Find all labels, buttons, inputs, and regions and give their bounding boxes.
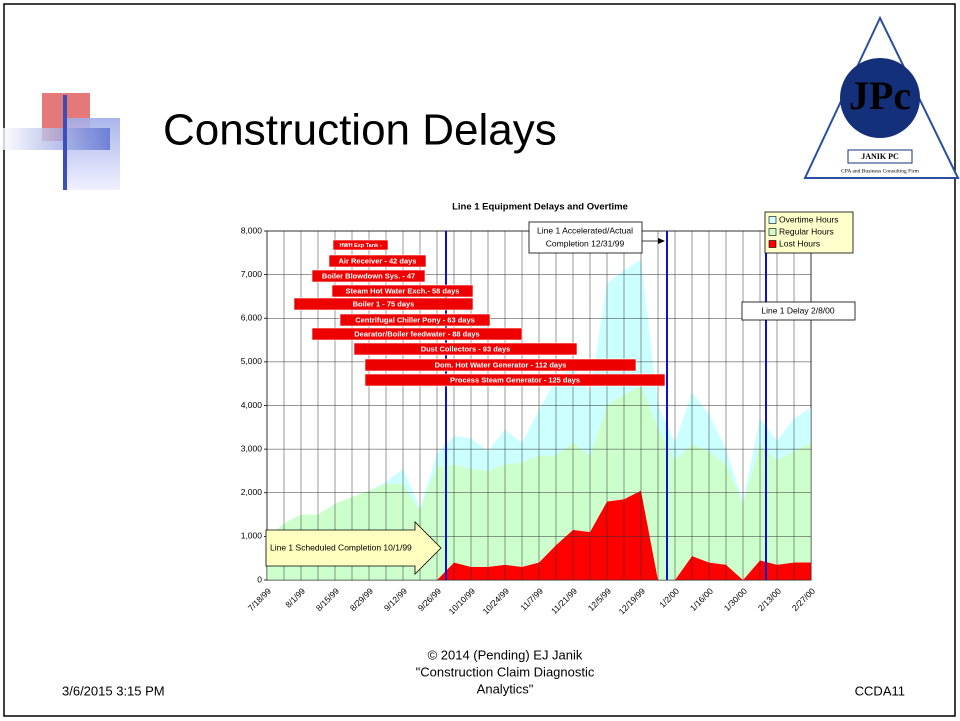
- y-tick-label: 5,000: [241, 356, 263, 366]
- y-tick-label: 2,000: [241, 487, 263, 497]
- delay-label: HWH Exp Tank -: [339, 243, 381, 249]
- decoration: [0, 93, 120, 190]
- footer-date: 3/6/2015 3:15 PM: [62, 683, 165, 698]
- callout-text: Line 1 Delay 2/8/00: [761, 305, 835, 315]
- legend-swatch: [768, 240, 777, 248]
- logo-tagline: CPA and Business Consulting Firm: [841, 168, 919, 174]
- footer-credit: Analytics": [477, 681, 534, 696]
- delay-label: Air Receiver - 42 days: [339, 256, 417, 265]
- delay-bar: [332, 239, 389, 251]
- delay-bar: [353, 342, 578, 356]
- delay-bar: [339, 313, 491, 327]
- y-tick-label: 4,000: [241, 400, 263, 410]
- y-tick-label: 1,000: [241, 531, 263, 541]
- legend-label: Lost Hours: [779, 238, 820, 248]
- delay-bar: [328, 254, 427, 268]
- y-tick-label: 6,000: [241, 313, 263, 323]
- legend-swatch: [768, 228, 777, 236]
- legend: [764, 211, 854, 254]
- footer-credit: "Construction Claim Diagnostic: [416, 664, 595, 679]
- delay-label: Dearator/Boiler feedwater - 88 days: [354, 329, 479, 338]
- delay-label: Process Steam Generator - 125 days: [450, 375, 580, 384]
- callout-box: [741, 301, 856, 321]
- delay-bar: [311, 269, 426, 283]
- callout-arrow: [265, 521, 442, 575]
- footer-slide-id: CCDA11: [855, 683, 905, 698]
- legend-label: Regular Hours: [779, 226, 834, 236]
- delay-label: Dust Collectors - 93 days: [421, 344, 511, 353]
- area: [267, 490, 811, 580]
- footer-credit: © 2014 (Pending) EJ Janik: [428, 647, 583, 662]
- delay-bar: [364, 358, 637, 372]
- delay-label: Boiler 1 - 75 days: [353, 299, 415, 308]
- chart-title: Line 1 Equipment Delays and Overtime: [452, 202, 628, 213]
- delay-bar: [364, 373, 666, 387]
- delay-bar: [331, 284, 474, 298]
- slide-title: Construction Delays: [163, 106, 557, 155]
- logo-name: JANIK PC: [861, 152, 899, 161]
- delay-label: Steam Hot Water Exch.- 58 days: [346, 286, 460, 295]
- callout-text: Line 1 Accelerated/Actual: [537, 225, 633, 235]
- y-tick-label: 7,000: [241, 269, 263, 279]
- y-tick-label: 0: [257, 574, 262, 584]
- logo-mark: JPc: [849, 73, 911, 118]
- delay-label: Boiler Blowdown Sys. - 47: [322, 271, 415, 280]
- delay-bar: [293, 297, 474, 311]
- y-tick-label: 3,000: [241, 443, 263, 453]
- delay-bar: [311, 327, 523, 341]
- y-tick-label: 8,000: [241, 225, 263, 235]
- legend-swatch: [768, 216, 777, 224]
- callout-pointer-head: [658, 238, 665, 244]
- delay-label: Centrifugal Chiller Pony - 63 days: [355, 315, 475, 324]
- callout-text: Line 1 Scheduled Completion 10/1/99: [270, 542, 412, 552]
- callout-text: Completion 12/31/99: [546, 238, 625, 248]
- delay-label: Dom. Hot Water Generator - 112 days: [435, 360, 567, 369]
- logo: [803, 15, 960, 179]
- callout-box: [528, 221, 643, 254]
- legend-label: Overtime Hours: [779, 214, 839, 224]
